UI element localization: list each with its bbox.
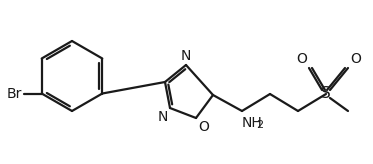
Text: 2: 2 [256,120,263,130]
Text: Br: Br [6,86,22,101]
Text: NH: NH [242,116,263,130]
Text: O: O [350,52,361,66]
Text: S: S [321,86,331,102]
Text: O: O [198,120,209,134]
Text: N: N [158,110,168,124]
Text: O: O [296,52,307,66]
Text: N: N [181,49,191,63]
